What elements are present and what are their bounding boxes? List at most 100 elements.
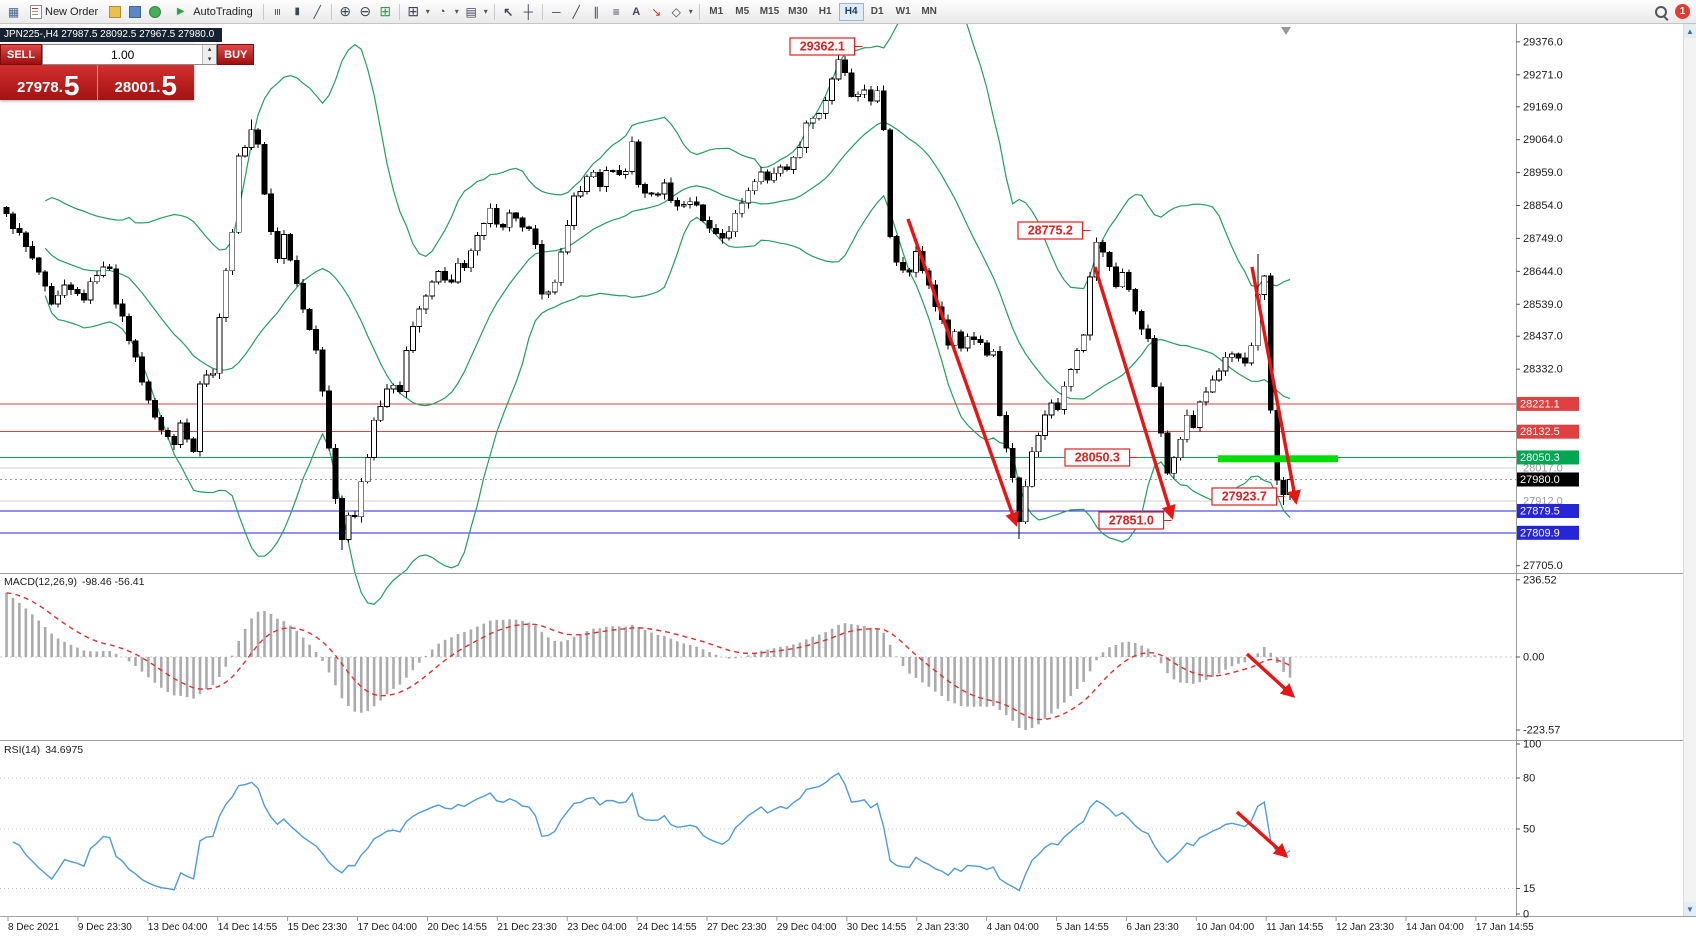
sell-price[interactable]: 27978. 5 — [0, 65, 98, 100]
indicators-icon[interactable] — [145, 2, 164, 21]
svg-text:23 Dec 04:00: 23 Dec 04:00 — [567, 922, 627, 933]
trend-arrow — [906, 218, 1019, 527]
svg-text:28221.1: 28221.1 — [1520, 398, 1560, 410]
svg-text:27980.0: 27980.0 — [1520, 474, 1560, 486]
tab-timeframe-m1[interactable]: M1 — [704, 3, 729, 21]
sell-button[interactable]: SELL — [0, 44, 43, 65]
tile-windows-icon[interactable] — [376, 2, 395, 21]
new-order-button[interactable]: New Order — [24, 2, 104, 22]
cursor-icon[interactable] — [499, 2, 518, 21]
buy-price[interactable]: 28001. 5 — [98, 65, 195, 100]
svg-text:17 Dec 04:00: 17 Dec 04:00 — [358, 922, 418, 933]
time-axis[interactable]: 8 Dec 2021 9 Dec 23:30 13 Dec 04:00 14 Dec … — [7, 917, 1534, 933]
line-chart-icon[interactable] — [308, 2, 327, 21]
svg-text:29376.0: 29376.0 — [1523, 36, 1563, 48]
svg-text:15 Dec 23:30: 15 Dec 23:30 — [288, 922, 348, 933]
price-annotation — [1064, 448, 1131, 467]
svg-text:0: 0 — [1523, 909, 1529, 921]
tab-timeframe-mn[interactable]: MN — [917, 3, 942, 21]
tab-timeframe-d1[interactable]: D1 — [865, 3, 890, 21]
toolbar-separator — [698, 3, 700, 20]
scroll-up-button[interactable]: ▲ — [1684, 24, 1696, 38]
svg-text:29362.1: 29362.1 — [800, 40, 845, 54]
chart-title-bar: JPN225-,H4 27987.5 28092.5 27967.5 27980… — [0, 28, 223, 42]
layouts-icon[interactable] — [105, 2, 124, 21]
trend-arrow — [1250, 266, 1301, 505]
svg-text:12 Jan 23:30: 12 Jan 23:30 — [1336, 922, 1394, 933]
volume-box — [42, 44, 218, 65]
svg-text:2 Jan 23:30: 2 Jan 23:30 — [917, 922, 970, 933]
template-dropdown[interactable] — [482, 7, 490, 16]
bar-chart-icon[interactable] — [268, 2, 287, 21]
trendline-icon[interactable] — [567, 2, 586, 21]
tab-timeframe-m30[interactable]: M30 — [784, 3, 811, 21]
tab-timeframe-h1[interactable]: H1 — [813, 3, 838, 21]
svg-text:28132.5: 28132.5 — [1520, 426, 1560, 438]
template-icon[interactable] — [462, 2, 481, 21]
svg-text:29064.0: 29064.0 — [1523, 134, 1563, 146]
annotations-layer: 29362.1 28775.2 28050.3 27851.0 27923.7 — [789, 37, 1338, 858]
price-annotation — [1017, 221, 1084, 240]
notification-badge[interactable]: 1 — [1675, 4, 1690, 19]
buy-price-main: 28001. — [114, 79, 161, 97]
svg-text:29 Dec 04:00: 29 Dec 04:00 — [777, 922, 837, 933]
volume-input[interactable] — [43, 45, 203, 64]
shapes-dropdown[interactable] — [687, 7, 695, 16]
svg-text:24 Dec 14:55: 24 Dec 14:55 — [637, 922, 697, 933]
svg-text:14 Jan 04:00: 14 Jan 04:00 — [1406, 922, 1464, 933]
period-icon[interactable] — [433, 2, 452, 21]
volume-decrease-button[interactable] — [203, 54, 217, 64]
new-chart-icon[interactable] — [404, 2, 423, 21]
svg-text:236.52: 236.52 — [1523, 574, 1557, 586]
toolbar-separator — [541, 3, 543, 20]
svg-text:27879.5: 27879.5 — [1520, 505, 1560, 517]
text-label-icon[interactable] — [627, 2, 646, 21]
horizontal-line-icon[interactable] — [547, 2, 566, 21]
period-dropdown[interactable] — [453, 7, 461, 16]
fibonacci-icon[interactable] — [607, 2, 626, 21]
svg-text:27 Dec 23:30: 27 Dec 23:30 — [707, 922, 767, 933]
autotrading-icon — [171, 2, 190, 21]
svg-text:4 Jan 04:00: 4 Jan 04:00 — [987, 922, 1040, 933]
svg-text:28644.0: 28644.0 — [1523, 266, 1563, 278]
one-click-trading-panel: SELL BUY 27978. 5 28001. 5 — [0, 44, 255, 100]
tab-timeframe-m5[interactable]: M5 — [730, 3, 755, 21]
svg-text:13 Dec 04:00: 13 Dec 04:00 — [148, 922, 208, 933]
price-annotation — [1098, 511, 1165, 530]
arrows-icon[interactable] — [647, 2, 666, 21]
scroll-down-button[interactable]: ▼ — [1684, 902, 1696, 916]
svg-text:11 Jan 14:55: 11 Jan 14:55 — [1266, 922, 1324, 933]
buy-button[interactable]: BUY — [217, 44, 255, 65]
volume-increase-button[interactable] — [203, 45, 217, 55]
candlestick-chart-icon[interactable] — [288, 2, 307, 21]
chart-window-icon[interactable] — [4, 2, 23, 21]
tab-timeframe-h4[interactable]: H4 — [838, 2, 864, 21]
autotrading-button[interactable]: AutoTrading — [165, 2, 259, 22]
svg-text:28437.0: 28437.0 — [1523, 331, 1563, 343]
svg-text:80: 80 — [1523, 773, 1535, 785]
crosshair-icon[interactable] — [519, 2, 538, 21]
search-icon[interactable] — [1653, 4, 1669, 20]
equidistant-channel-icon[interactable] — [587, 2, 606, 21]
tab-timeframe-w1[interactable]: W1 — [891, 3, 916, 21]
macd-label: MACD(12,26,9) -98.46 -56.41 — [4, 576, 149, 588]
price-chart[interactable]: 29376.0 29271.0 29169.0 29064.0 28959.0 28854… — [0, 24, 1696, 942]
vertical-scrollbar[interactable]: ▲ ▼ — [1683, 24, 1696, 916]
svg-text:27851.0: 27851.0 — [1109, 514, 1154, 528]
svg-text:27705.0: 27705.0 — [1523, 560, 1563, 572]
new-order-label: New Order — [45, 5, 99, 18]
zoom-out-icon[interactable] — [356, 2, 375, 21]
new-chart-dropdown[interactable] — [424, 7, 432, 16]
zoom-in-icon[interactable] — [336, 2, 355, 21]
macd-values: -98.46 -56.41 — [81, 576, 145, 588]
svg-text:29271.0: 29271.0 — [1523, 69, 1563, 81]
svg-text:21 Dec 23:30: 21 Dec 23:30 — [497, 922, 557, 933]
svg-text:100: 100 — [1523, 739, 1541, 751]
trend-arrow — [1235, 810, 1289, 858]
tab-timeframe-m15[interactable]: M15 — [756, 3, 783, 21]
price-scale[interactable]: 29376.0 29271.0 29169.0 29064.0 28959.0 28854… — [1516, 24, 1579, 921]
shapes-icon[interactable] — [667, 2, 686, 21]
svg-text:50: 50 — [1523, 824, 1535, 836]
svg-text:28332.0: 28332.0 — [1523, 364, 1563, 376]
profiles-icon[interactable] — [125, 2, 144, 21]
